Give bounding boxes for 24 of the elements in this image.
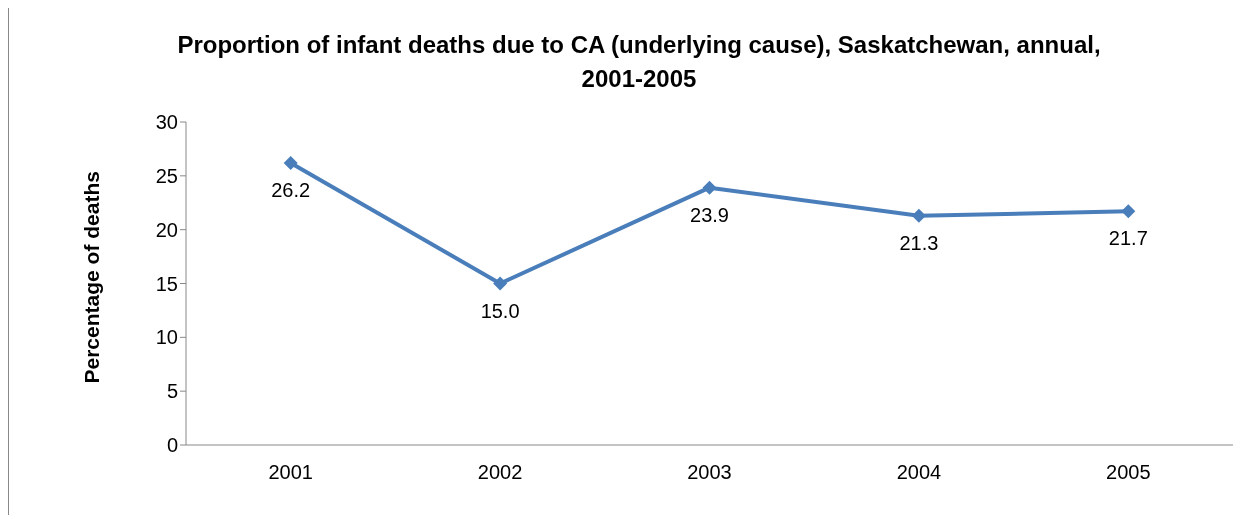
data-label: 23.9 [690, 203, 729, 226]
chart-title: Proportion of infant deaths due to CA (underlying cause), Saskatchewan, annual, 2001-2005 [176, 30, 1102, 94]
point [493, 276, 508, 291]
y-axis-title: Percentage of deaths [80, 171, 104, 384]
y-tick-label: 20 [155, 218, 178, 241]
data-label: 21.7 [1108, 227, 1148, 250]
x-tick-label: 2001 [268, 461, 313, 484]
y-tick-label: 5 [166, 380, 178, 403]
point [283, 155, 298, 170]
y-tick-label: 10 [155, 326, 178, 349]
point [911, 208, 926, 223]
data-label: 21.3 [899, 231, 939, 254]
y-tick-label: 0 [166, 434, 178, 457]
data-label: 26.2 [271, 178, 311, 201]
y-tick-label: 30 [155, 111, 178, 134]
x-tick-label: 2004 [896, 461, 942, 484]
x-tick-label: 2003 [687, 461, 732, 484]
point [1121, 204, 1136, 219]
data-label: 15.0 [480, 299, 520, 322]
x-tick-label: 2002 [477, 461, 523, 484]
y-tick-label: 15 [155, 272, 178, 295]
x-tick-label: 2005 [1106, 461, 1151, 484]
y-tick-label: 25 [155, 164, 178, 187]
point [702, 180, 717, 195]
